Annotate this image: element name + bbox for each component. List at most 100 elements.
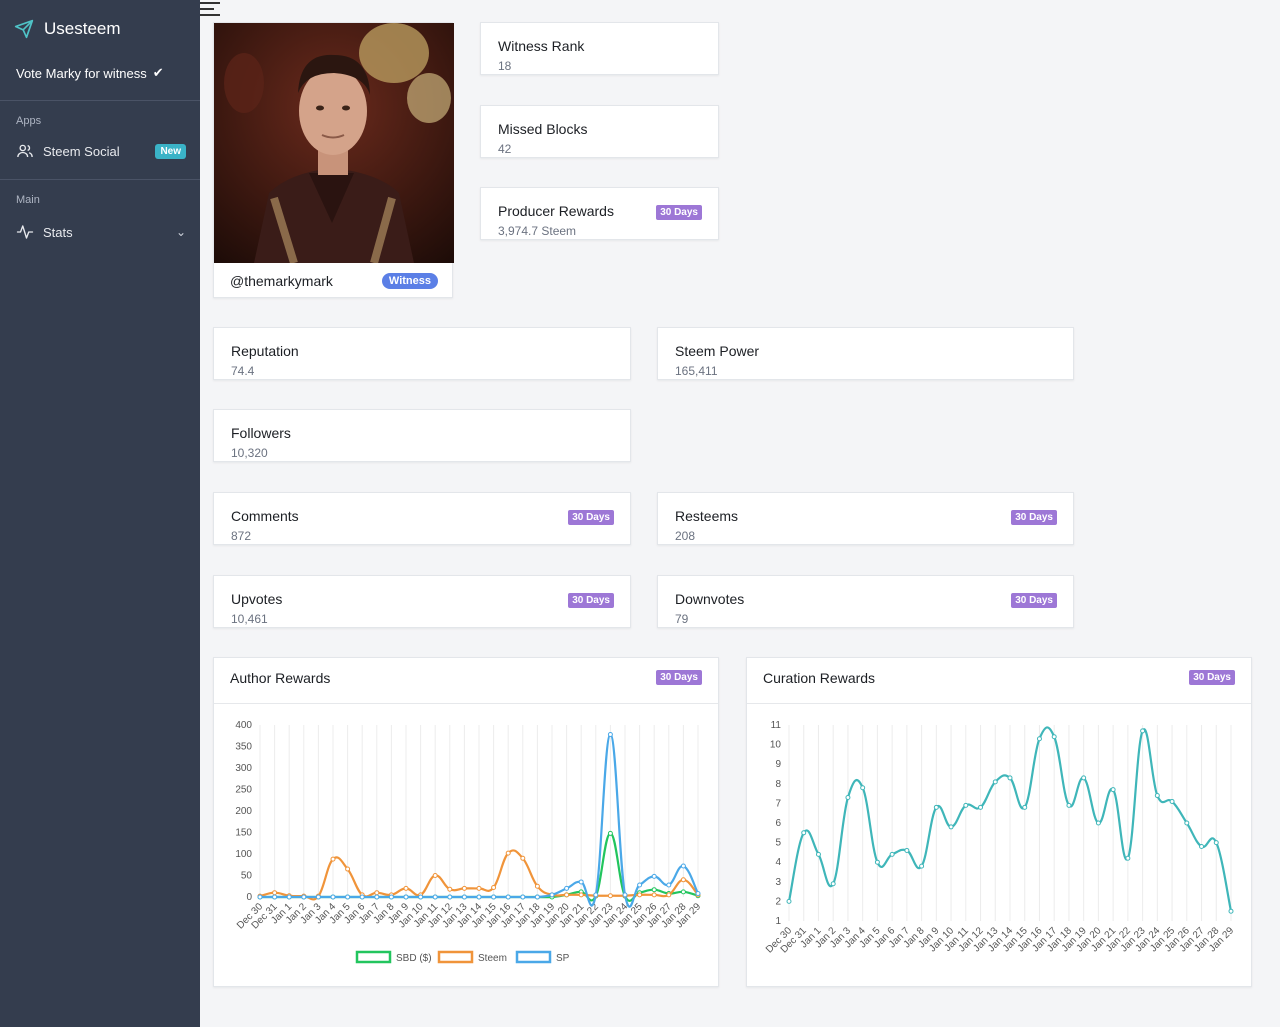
data-point	[889, 851, 895, 857]
stat-value: 10,320	[231, 446, 268, 460]
data-point	[830, 881, 836, 887]
data-point	[491, 894, 497, 900]
data-point	[651, 873, 657, 879]
data-point	[992, 779, 998, 785]
sidebar-item-stats[interactable]: Stats ⌄	[0, 216, 200, 248]
data-point	[374, 890, 380, 896]
chart-card-author-rewards: Author Rewards 30 Days 0 50 100 150 200 250 30…	[213, 657, 719, 987]
data-point	[388, 894, 394, 900]
data-point	[1184, 820, 1190, 826]
data-point	[1022, 804, 1028, 810]
y-tick-label: 9	[775, 759, 781, 770]
period-badge: 30 Days	[1011, 510, 1057, 525]
stat-card-missed-blocks: Missed Blocks 42	[480, 105, 719, 158]
stat-title: Missed Blocks	[498, 121, 588, 137]
data-point	[564, 892, 570, 898]
data-point	[651, 892, 657, 898]
data-point	[815, 851, 821, 857]
data-point	[432, 873, 438, 878]
data-point	[607, 830, 613, 836]
data-point	[534, 894, 540, 900]
y-tick-label: 4	[775, 857, 781, 868]
sidebar: Usesteem Vote Marky for witness ✔ Apps S…	[0, 0, 200, 1027]
legend-label[interactable]: SP	[556, 953, 570, 964]
data-point	[919, 863, 925, 869]
sidebar-item-label: Steem Social	[43, 143, 120, 159]
divider	[0, 179, 200, 180]
data-point	[1007, 775, 1013, 781]
checkmark-icon: ✔	[152, 65, 164, 80]
stat-title: Resteems	[675, 508, 739, 524]
data-point	[359, 894, 365, 900]
data-point	[845, 795, 851, 801]
data-point	[1125, 855, 1131, 861]
stat-title: Witness Rank	[498, 38, 585, 54]
y-tick-label: 150	[235, 828, 252, 839]
stat-value: 165,411	[675, 364, 718, 378]
profile-handle[interactable]: @themarkymark	[230, 273, 333, 289]
sidebar-item-steem-social[interactable]: Steem Social New	[0, 135, 200, 167]
stat-title: Followers	[231, 425, 291, 441]
y-tick-label: 50	[241, 871, 253, 882]
data-point	[874, 859, 880, 865]
data-point	[963, 802, 969, 808]
profile-photo	[214, 23, 454, 263]
data-point	[403, 894, 409, 900]
send-icon	[14, 19, 34, 39]
y-tick-label: 100	[235, 849, 252, 860]
data-point	[564, 885, 570, 891]
witness-badge: Witness	[381, 273, 438, 289]
data-point	[447, 894, 453, 900]
data-point	[860, 785, 866, 791]
legend-swatch	[515, 950, 552, 964]
stat-title: Upvotes	[231, 591, 283, 607]
legend-label[interactable]: Steem	[478, 953, 507, 964]
data-point	[578, 892, 584, 898]
period-badge: 30 Days	[568, 593, 614, 608]
sidebar-item-label: Stats	[43, 224, 73, 240]
data-point	[622, 892, 628, 898]
chart-header: Curation Rewards 30 Days	[747, 658, 1251, 704]
stat-card-comments: Comments 872 30 Days	[213, 492, 631, 545]
data-point	[272, 890, 278, 896]
data-point	[505, 850, 511, 856]
data-point	[680, 863, 686, 869]
divider	[0, 100, 200, 101]
chart-header: Author Rewards 30 Days	[214, 658, 718, 704]
data-point	[315, 894, 321, 900]
stat-title: Downvotes	[675, 591, 745, 607]
data-point	[904, 847, 910, 853]
data-point	[1140, 728, 1146, 734]
data-point	[330, 894, 336, 900]
legend-swatch	[355, 950, 392, 964]
data-point	[461, 885, 467, 891]
menu-toggle-icon[interactable]	[200, 2, 220, 18]
data-point	[549, 892, 555, 898]
brand[interactable]: Usesteem	[0, 0, 200, 58]
stat-value: 79	[675, 612, 689, 626]
data-point	[432, 894, 438, 900]
data-point	[534, 883, 540, 889]
y-tick-label: 8	[775, 779, 781, 790]
stat-value: 3,974.7 Steem	[498, 224, 577, 238]
data-point	[374, 894, 380, 900]
y-tick-label: 6	[775, 818, 781, 829]
data-point	[786, 898, 792, 904]
vote-witness-label: Vote Marky for witness	[16, 65, 147, 81]
chevron-down-icon: ⌄	[175, 225, 186, 239]
data-point	[637, 892, 643, 898]
period-badge: 30 Days	[568, 510, 614, 525]
data-point	[1066, 802, 1072, 808]
section-label-apps: Apps	[16, 115, 42, 127]
profile-card: @themarkymark Witness	[213, 22, 454, 298]
data-point	[1199, 844, 1205, 850]
chart-card-curation-rewards: Curation Rewards 30 Days 1 2 3 4 5 6 7 8 9 10 11 De…	[746, 657, 1252, 987]
data-point	[651, 887, 657, 893]
stat-value: 42	[498, 142, 512, 156]
legend-label[interactable]: SBD ($)	[396, 953, 432, 964]
data-point	[593, 892, 599, 898]
vote-witness-link[interactable]: Vote Marky for witness ✔	[0, 58, 200, 88]
stat-card-downvotes: Downvotes 79 30 Days	[657, 575, 1074, 628]
